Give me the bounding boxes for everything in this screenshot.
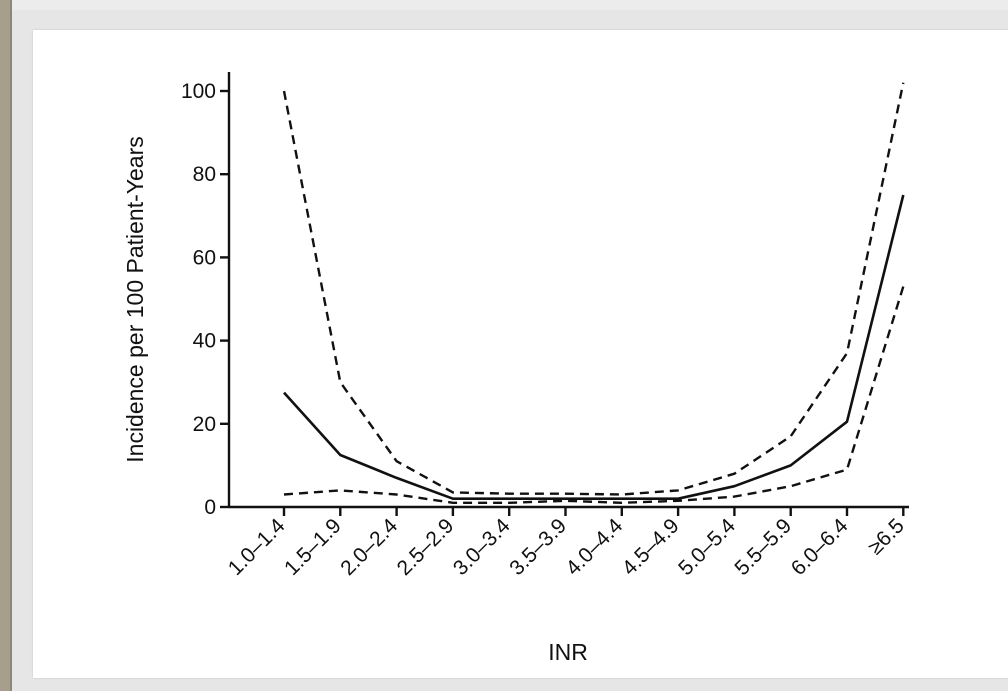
y-tick-label: 0 bbox=[204, 496, 216, 519]
x-tick-label: 4.5–4.9 bbox=[618, 514, 684, 580]
x-axis-title: INR bbox=[548, 639, 588, 665]
x-tick-label: 6.0–6.4 bbox=[787, 514, 853, 580]
x-tick-label: 4.0–4.4 bbox=[562, 514, 628, 580]
x-tick-label: 5.0–5.4 bbox=[674, 514, 740, 580]
x-tick-label: ≥6.5 bbox=[864, 514, 909, 559]
x-tick-label: 2.0–2.4 bbox=[336, 514, 402, 580]
x-tick-label: 5.5–5.9 bbox=[730, 514, 796, 580]
x-tick-label: 2.5–2.9 bbox=[393, 514, 459, 580]
left-window-edge bbox=[0, 0, 10, 691]
x-tick-label: 1.5–1.9 bbox=[280, 514, 346, 580]
line-chart: 0 20 40 60 80 100 1.0–1.41.5–1.92.0–2.42.5–2.… bbox=[122, 72, 909, 665]
x-axis-ticks: 1.0–1.41.5–1.92.0–2.42.5–2.93.0–3.43.5–3… bbox=[224, 507, 909, 580]
left-window-edge-shadow bbox=[10, 0, 12, 691]
y-axis-title: Incidence per 100 Patient-Years bbox=[122, 136, 148, 462]
x-tick-label: 1.0–1.4 bbox=[224, 514, 290, 580]
figure-panel: 0 20 40 60 80 100 1.0–1.4 1.5–1.9 2.0–2.4 2.5–2.… bbox=[33, 30, 1008, 678]
x-tick-label: 3.0–3.4 bbox=[449, 514, 515, 580]
y-axis-ticks: 0 20 40 60 80 100 bbox=[181, 80, 229, 519]
y-tick-label: 20 bbox=[193, 413, 216, 436]
series-line-bound-2 bbox=[283, 286, 905, 504]
series-line-estimate bbox=[283, 194, 905, 501]
y-tick-label: 60 bbox=[193, 246, 216, 269]
series-line-bound-1 bbox=[282, 82, 905, 496]
y-tick-label: 40 bbox=[193, 330, 216, 353]
y-tick-label: 80 bbox=[193, 163, 216, 186]
series-layer bbox=[282, 82, 905, 504]
y-tick-label: 100 bbox=[181, 80, 216, 103]
x-tick-label: 3.5–3.9 bbox=[505, 514, 571, 580]
